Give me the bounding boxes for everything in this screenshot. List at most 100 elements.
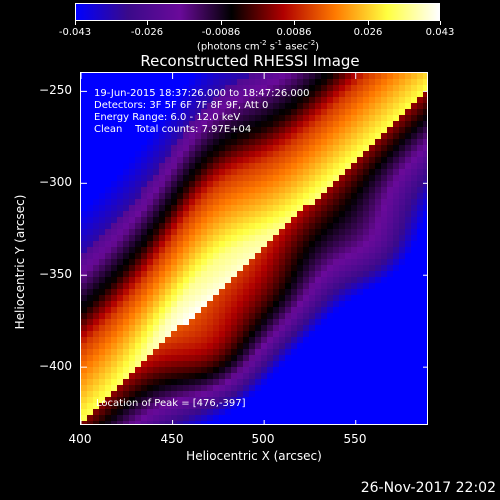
heatmap-cell [321,295,327,301]
heatmap-cell [225,385,231,391]
heatmap-cell [285,265,291,271]
heatmap-cell [195,109,201,115]
heatmap-cell [339,91,345,97]
heatmap-cell [393,373,399,379]
heatmap-cell [273,121,279,127]
heatmap-cell [291,271,297,277]
heatmap-cell [165,115,171,121]
heatmap-cell [417,79,423,85]
heatmap-cell [321,289,327,295]
heatmap-cell [201,139,207,145]
heatmap-cell [117,115,123,121]
heatmap-cell [423,97,427,103]
heatmap-cell [351,151,357,157]
heatmap-cell [81,367,87,373]
heatmap-cell [153,265,159,271]
heatmap-cell [297,187,303,193]
heatmap-cell [189,271,195,277]
heatmap-cell [411,79,417,85]
heatmap-cell [393,325,399,331]
heatmap-cell [261,151,267,157]
heatmap-cell [129,151,135,157]
heatmap-cell [375,181,381,187]
heatmap-cell [291,367,297,373]
heatmap-cell [147,157,153,163]
heatmap-cell [327,223,333,229]
heatmap-cell [369,127,375,133]
heatmap-cell [237,325,243,331]
heatmap-cell [279,415,285,421]
heatmap-cell [255,379,261,385]
heatmap-cell [345,169,351,175]
heatmap-cell [231,163,237,169]
heatmap-cell [339,181,345,187]
heatmap-cell [369,361,375,367]
heatmap-cell [189,379,195,385]
heatmap-cell [303,253,309,259]
heatmap-cell [315,163,321,169]
heatmap-cell [363,367,369,373]
heatmap-cell [249,259,255,265]
heatmap-cell [393,277,399,283]
heatmap-cell [243,241,249,247]
heatmap-cell [159,331,165,337]
heatmap-cell [81,397,87,403]
colorbar-tick [294,21,295,25]
heatmap-cell [153,295,159,301]
heatmap-cell [117,241,123,247]
heatmap-cell [303,127,309,133]
heatmap-cell [423,235,427,241]
heatmap-cell [303,385,309,391]
heatmap-cell [249,367,255,373]
heatmap-cell [231,397,237,403]
heatmap-cell [111,271,117,277]
heatmap-cell [81,187,87,193]
heatmap-cell [267,199,273,205]
heatmap-cell [267,79,273,85]
heatmap-cell [93,115,99,121]
heatmap-cell [231,385,237,391]
heatmap-cell [399,157,405,163]
heatmap-cell [129,91,135,97]
heatmap-cell [99,283,105,289]
heatmap-cell [273,79,279,85]
heatmap-cell [309,79,315,85]
heatmap-cell [345,379,351,385]
heatmap-cell [189,307,195,313]
heatmap-cell [147,331,153,337]
heatmap-cell [201,313,207,319]
heatmap-cell [339,337,345,343]
heatmap-cell [291,211,297,217]
heatmap-cell [261,241,267,247]
heatmap-cell [141,73,147,79]
heatmap-cell [135,361,141,367]
heatmap-cell [399,163,405,169]
colorbar-tick-label: 0.026 [353,27,383,38]
heatmap-cell [363,187,369,193]
heatmap-cell [135,253,141,259]
heatmap-cell [417,259,423,265]
heatmap-cell [177,367,183,373]
heatmap-cell [99,325,105,331]
heatmap-cell [189,415,195,421]
heatmap-cell [159,271,165,277]
heatmap-cell [273,409,279,415]
heatmap-cell [111,133,117,139]
heatmap-cell [315,235,321,241]
heatmap-cell [411,319,417,325]
heatmap-cell [393,193,399,199]
heatmap-cell [195,313,201,319]
heatmap-cell [165,343,171,349]
heatmap-cell [297,283,303,289]
heatmap-cell [351,193,357,199]
heatmap-cell [81,373,87,379]
heatmap-cell [411,85,417,91]
heatmap-cell [261,103,267,109]
heatmap-cell [351,169,357,175]
heatmap-cell [117,229,123,235]
heatmap-cell [297,127,303,133]
heatmap-cell [339,133,345,139]
heatmap-cell [321,235,327,241]
heatmap-cell [141,121,147,127]
heatmap-cell [405,289,411,295]
